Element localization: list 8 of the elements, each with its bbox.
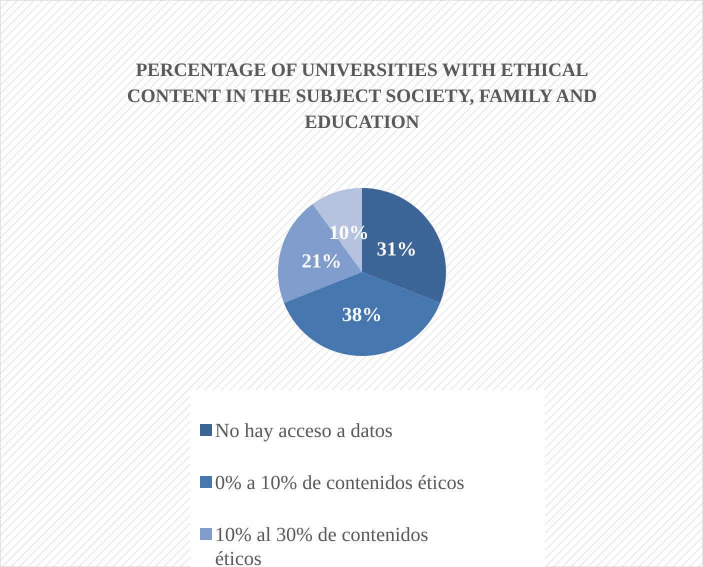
data-label: 21%: [302, 250, 342, 272]
chart-title: PERCENTAGE OF UNIVERSITIES WITH ETHICAL CONTENT IN THE SUBJECT SOCIETY, FAMILY AND EDUCATION: [126, 60, 598, 133]
legend-label: 0% a 10% de contenidos éticos: [215, 472, 465, 494]
pie-slice: [284, 272, 440, 356]
legend-label: No hay acceso a datos: [215, 420, 393, 442]
data-label: 38%: [342, 304, 382, 326]
legend-label: 10% al 30% de contenidos éticos: [215, 524, 428, 567]
data-label: 31%: [376, 238, 417, 260]
